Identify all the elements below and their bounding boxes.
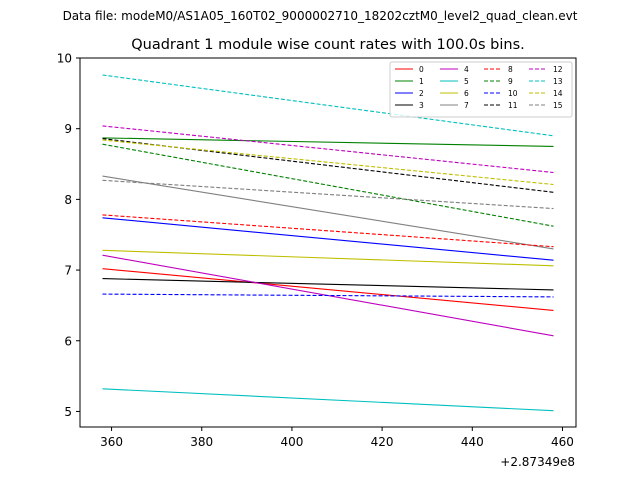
series-line-9 [102,143,554,227]
series-line-8 [102,214,554,248]
y-tick-label: 5 [64,405,72,419]
legend-label-1: 1 [419,77,424,86]
legend-label-9: 9 [508,77,513,86]
series-line-14 [102,139,554,186]
series-line-6 [102,249,554,267]
legend-label-4: 4 [464,65,469,74]
legend-label-5: 5 [464,77,469,86]
y-tick-label: 9 [64,122,72,136]
legend-label-13: 13 [553,77,563,86]
legend-label-2: 2 [419,89,424,98]
legend-label-7: 7 [464,101,469,110]
series-line-1 [102,137,554,147]
x-tick-label: 360 [100,435,123,449]
x-tick-label: 400 [280,435,303,449]
legend-label-14: 14 [553,89,563,98]
y-tick-label: 6 [64,334,72,348]
series-line-3 [102,278,554,291]
series-line-15 [102,179,554,210]
legend-label-8: 8 [508,65,513,74]
y-tick-label: 7 [64,264,72,278]
legend-label-11: 11 [508,101,518,110]
series-line-2 [102,217,554,261]
x-tick-label: 440 [461,435,484,449]
legend-box [389,61,573,118]
legend-label-3: 3 [419,101,424,110]
x-tick-label: 460 [551,435,574,449]
legend-label-15: 15 [553,101,563,110]
series-line-7 [102,175,554,250]
axes-frame [79,57,577,428]
series-line-12 [102,125,554,174]
plot-area [102,74,554,412]
series-line-5 [102,388,554,412]
legend-label-10: 10 [508,89,518,98]
series-line-13 [102,74,554,137]
series-line-0 [102,268,554,311]
x-offset-label: +2.87349e8 [500,455,575,469]
chart-title: Quadrant 1 module wise count rates with … [131,37,525,53]
legend-label-12: 12 [553,65,563,74]
y-tick-label: 8 [64,193,72,207]
legend-label-6: 6 [464,89,469,98]
x-tick-label: 420 [371,435,394,449]
chart-suptitle: Data file: modeM0/AS1A05_160T02_90000027… [63,9,578,23]
x-tick-label: 380 [190,435,213,449]
series-line-10 [102,293,554,298]
y-tick-label: 10 [57,52,72,66]
legend-label-0: 0 [419,65,424,74]
